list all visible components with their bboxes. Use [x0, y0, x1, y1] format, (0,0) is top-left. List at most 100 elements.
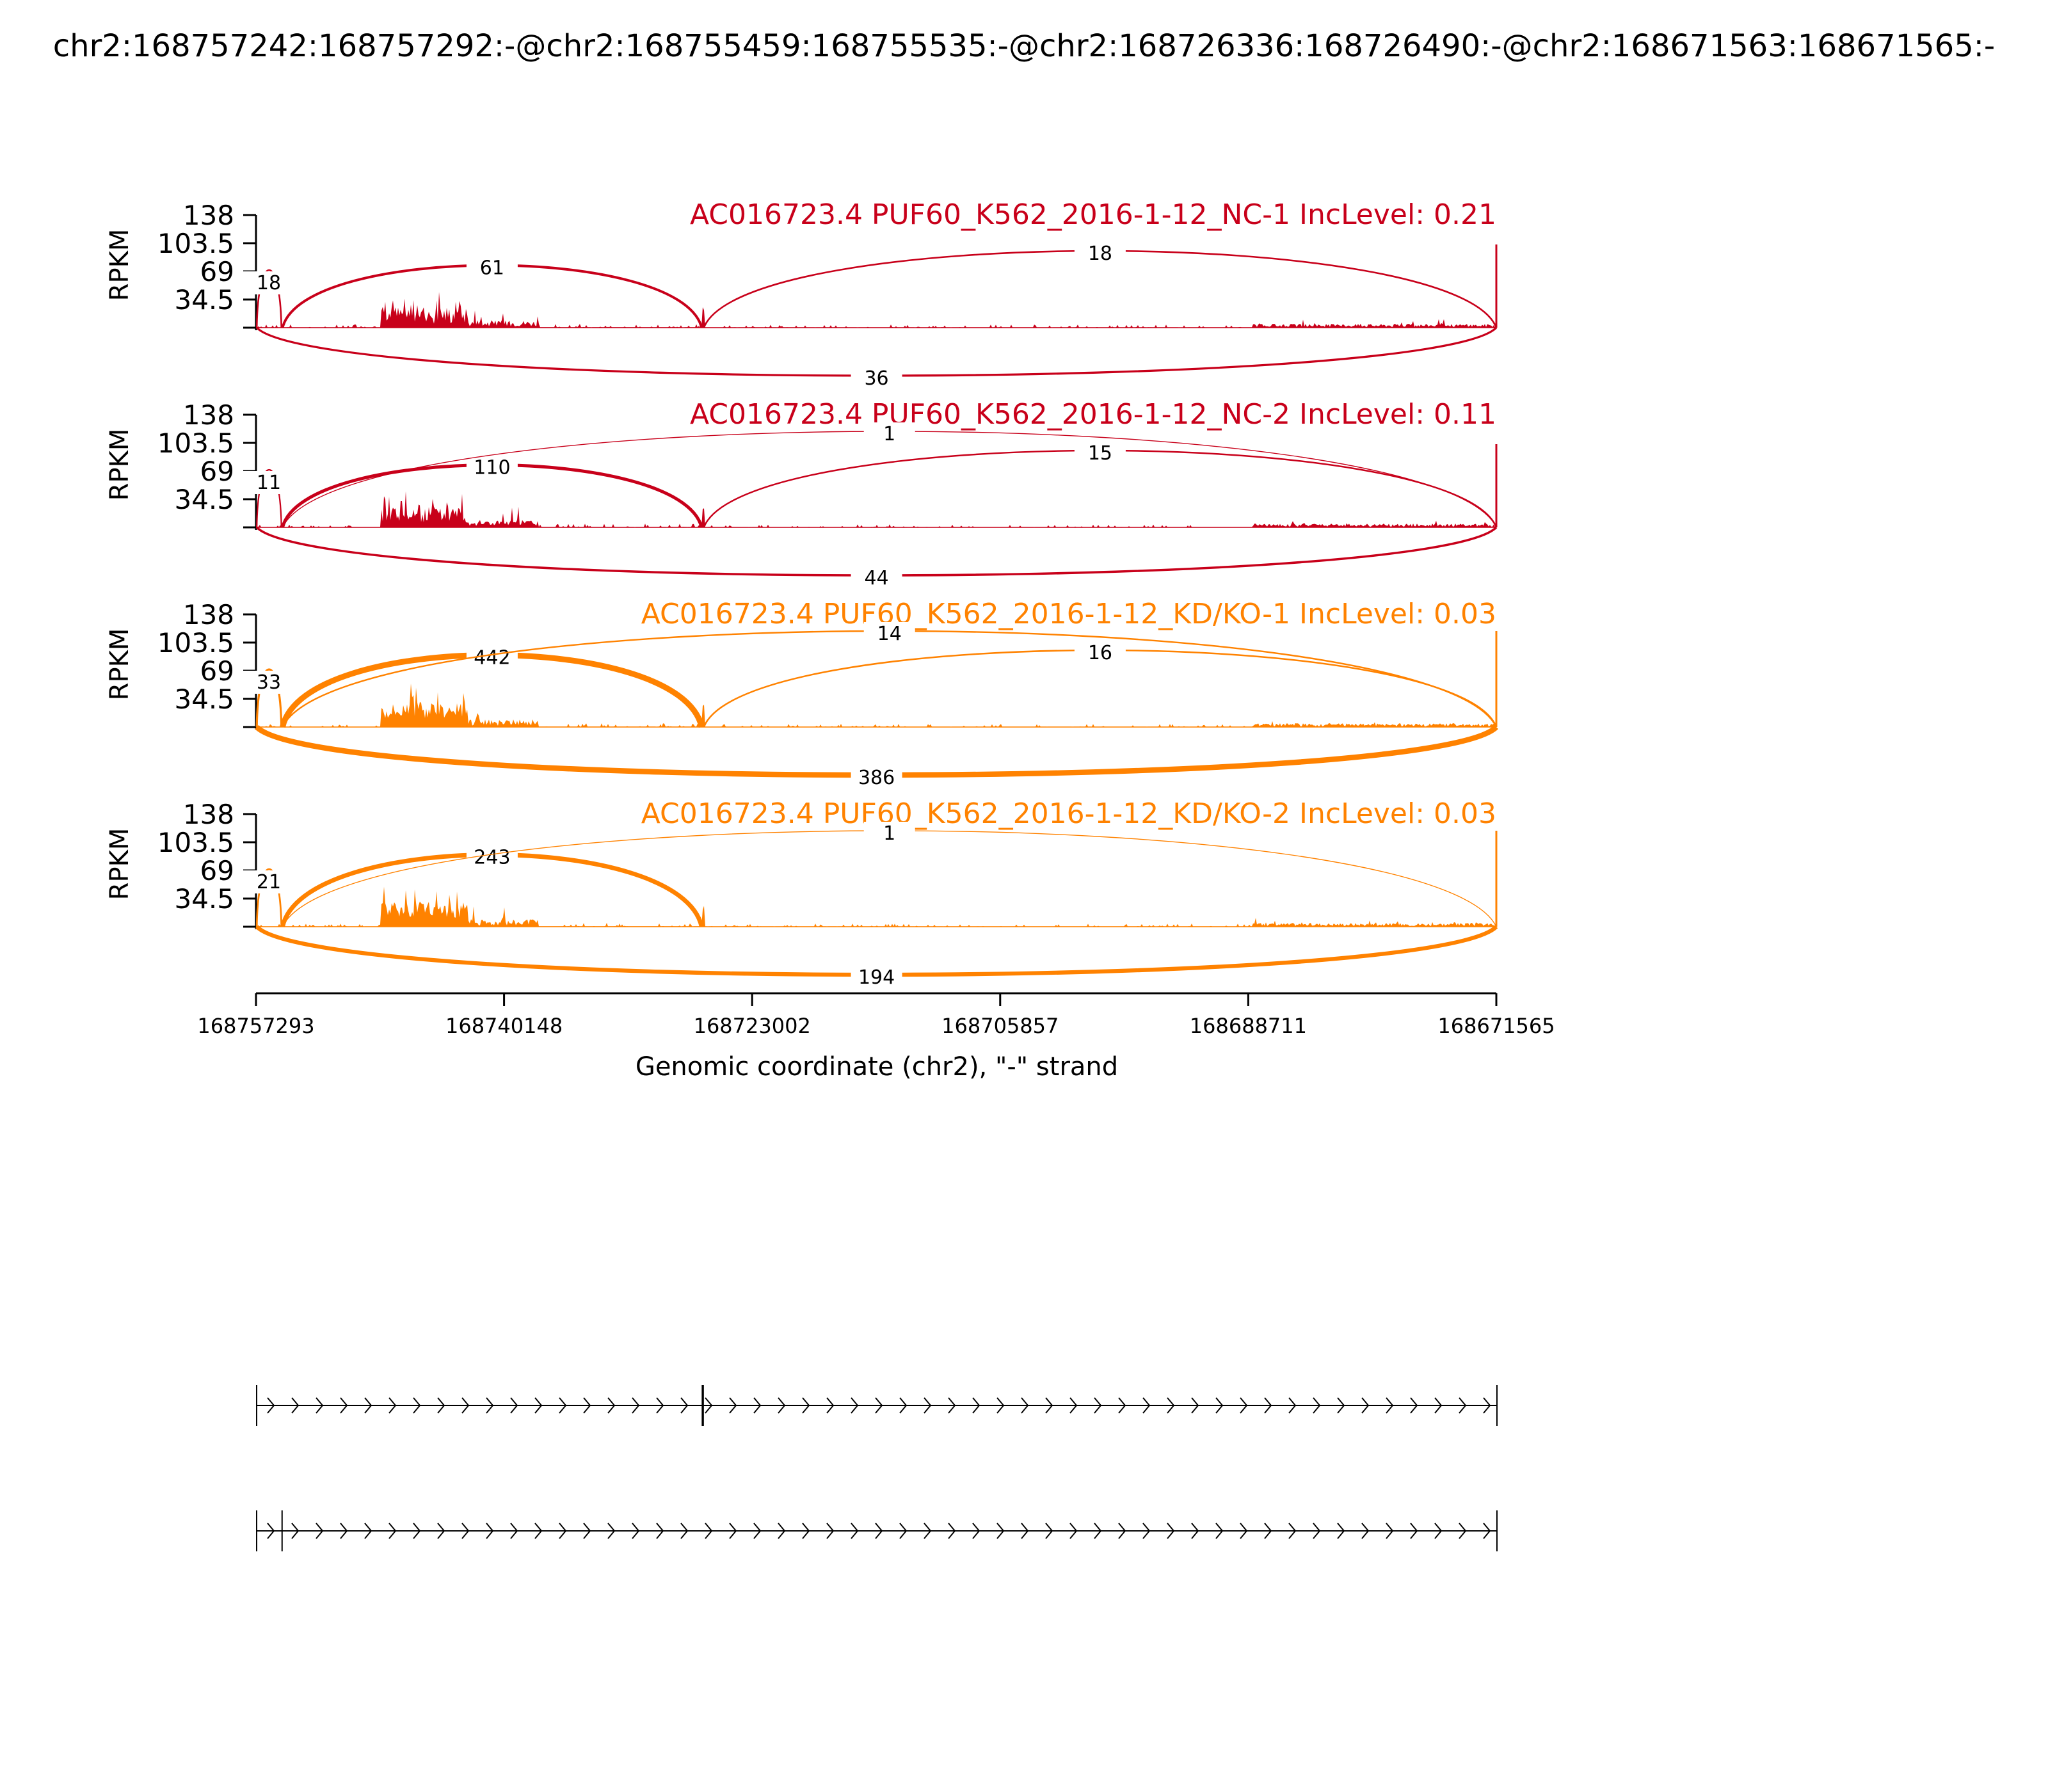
strand-arrow [1215, 1523, 1224, 1539]
strand-arrow [486, 1397, 494, 1414]
y-tick-label: 138 [183, 799, 234, 830]
coverage-area [256, 292, 1496, 328]
strand-arrow [1264, 1523, 1272, 1539]
strand-arrow [1386, 1397, 1394, 1414]
strand-arrow [267, 1397, 275, 1414]
strand-arrow [851, 1523, 859, 1539]
strand-arrow [510, 1523, 518, 1539]
strand-arrow [1434, 1397, 1443, 1414]
strand-arrow [875, 1397, 883, 1414]
strand-arrow [899, 1397, 908, 1414]
strand-arrow [996, 1397, 1005, 1414]
exon [256, 1385, 258, 1426]
strand-arrow [1483, 1523, 1491, 1539]
junction-label-bg [1074, 442, 1126, 465]
y-axis-label: RPKM [105, 828, 134, 900]
strand-arrow [1337, 1523, 1345, 1539]
strand-arrow [364, 1523, 372, 1539]
strand-arrow [1386, 1523, 1394, 1539]
y-tick-label: 138 [183, 200, 234, 231]
strand-arrow [632, 1397, 640, 1414]
strand-arrow [802, 1397, 810, 1414]
junction-label-bg [863, 822, 915, 845]
junction-label: 61 [466, 256, 518, 280]
junction-count: 14 [877, 623, 902, 645]
strand-arrow [924, 1397, 932, 1414]
isoform-track-1 [256, 1385, 1498, 1426]
junction-arc [255, 868, 283, 927]
junction-label: 15 [1074, 442, 1126, 465]
junction-label: 11 [243, 471, 294, 494]
x-tick-label: 168723002 [694, 1014, 811, 1038]
strand-arrow [1459, 1523, 1467, 1539]
strand-arrow [875, 1523, 883, 1539]
strand-arrow [291, 1397, 300, 1414]
strand-arrow [826, 1397, 835, 1414]
strand-arrow [1021, 1397, 1029, 1414]
junction-label: 18 [1074, 242, 1126, 265]
y-axis-label: RPKM [105, 229, 134, 301]
junction-label: 33 [243, 671, 294, 694]
y-tick-label: 34.5 [174, 883, 234, 915]
strand-arrow [1434, 1523, 1443, 1539]
y-tick-label: 103.5 [157, 228, 234, 259]
strand-arrow [972, 1523, 980, 1539]
coverage-area [256, 684, 1496, 727]
strand-arrow [1069, 1397, 1078, 1414]
junction-label: 110 [466, 456, 518, 479]
y-axis-label: RPKM [105, 429, 134, 501]
junction-count: 11 [257, 472, 281, 494]
strand-arrow [413, 1397, 421, 1414]
junction-label: 21 [243, 870, 294, 893]
x-tick-label: 168740148 [445, 1014, 563, 1038]
x-tick-label: 168671565 [1437, 1014, 1555, 1038]
strand-arrow [851, 1397, 859, 1414]
strand-arrow [1361, 1397, 1370, 1414]
junction-label-bg [863, 422, 915, 445]
y-tick-label: 34.5 [174, 284, 234, 316]
strand-arrow [534, 1397, 543, 1414]
strand-arrow [1118, 1397, 1126, 1414]
strand-arrow [753, 1397, 762, 1414]
exon [256, 1510, 258, 1551]
strand-arrow [340, 1523, 348, 1539]
junction-label: 386 [851, 766, 902, 789]
y-tick-label: 103.5 [157, 627, 234, 659]
strand-arrow [1313, 1523, 1321, 1539]
y-tick-label: 103.5 [157, 827, 234, 858]
strand-arrow [899, 1523, 908, 1539]
junction-count: 442 [474, 647, 510, 669]
junction-label-bg [243, 471, 294, 494]
strand-arrow [972, 1397, 980, 1414]
isoform-tracks [256, 1385, 1498, 1551]
junction-count: 15 [1088, 442, 1112, 465]
junction-label-bg [466, 845, 518, 869]
strand-arrow [1094, 1523, 1102, 1539]
junction-count: 1 [883, 822, 895, 845]
junction-count: 194 [858, 966, 895, 989]
junction-label: 16 [1074, 641, 1126, 664]
strand-arrow [705, 1397, 713, 1414]
exon [701, 1385, 704, 1426]
junction-label-bg [851, 966, 902, 989]
coverage-area [256, 491, 1496, 527]
junction-label: 1 [863, 422, 915, 445]
isoform-track-2 [256, 1510, 1498, 1551]
strand-arrow [1118, 1523, 1126, 1539]
junction-count: 44 [864, 567, 888, 589]
y-axis-label: RPKM [105, 628, 134, 701]
junction-label-bg [851, 367, 902, 390]
strand-arrow [1313, 1397, 1321, 1414]
strand-arrow [1167, 1523, 1175, 1539]
exon [1496, 1510, 1498, 1551]
strand-arrow [364, 1397, 372, 1414]
strand-arrow [1021, 1523, 1029, 1539]
junction-count: 61 [480, 257, 504, 280]
strand-arrow [437, 1397, 445, 1414]
junction-label: 36 [851, 367, 902, 390]
strand-arrow [413, 1523, 421, 1539]
junction-label-bg [243, 671, 294, 694]
chart-title: chr2:168757242:168757292:-@chr2:16875545… [53, 28, 1996, 64]
